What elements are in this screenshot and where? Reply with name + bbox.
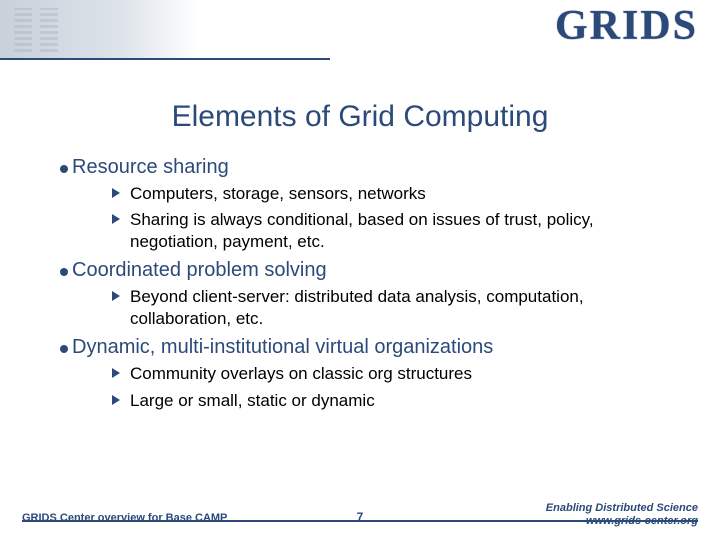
bullet-text: Coordinated problem solving bbox=[72, 259, 327, 281]
bullet-arrow-icon bbox=[112, 188, 120, 198]
bullet-lvl1: Resource sharing bbox=[72, 156, 672, 179]
bullet-lvl1: Coordinated problem solving bbox=[72, 259, 672, 282]
footer-right-line2: www.grids-center.org bbox=[586, 515, 698, 527]
subbullet-text: Sharing is always conditional, based on … bbox=[130, 210, 594, 251]
footer-right-line1: Enabling Distributed Science bbox=[546, 502, 698, 514]
subbullet-text: Large or small, static or dynamic bbox=[130, 391, 375, 410]
bullet-text: Resource sharing bbox=[72, 156, 229, 178]
bullet-lvl2: Beyond client-server: distributed data a… bbox=[112, 286, 672, 330]
bullet-dot-icon bbox=[60, 345, 68, 353]
bullet-arrow-icon bbox=[112, 291, 120, 301]
header-bg-graphic bbox=[0, 0, 200, 60]
bullet-lvl1: Dynamic, multi-institutional virtual org… bbox=[72, 336, 672, 359]
bullet-arrow-icon bbox=[112, 368, 120, 378]
bullet-dot-icon bbox=[60, 165, 68, 173]
slide: GRIDS Elements of Grid Computing Resourc… bbox=[0, 0, 720, 540]
bullet-lvl2: Computers, storage, sensors, networks bbox=[112, 183, 672, 205]
bullet-arrow-icon bbox=[112, 395, 120, 405]
subbullet-text: Computers, storage, sensors, networks bbox=[130, 184, 426, 203]
header-underline bbox=[0, 58, 330, 60]
subbullet-text: Community overlays on classic org struct… bbox=[130, 364, 472, 383]
bullet-arrow-icon bbox=[112, 214, 120, 224]
bullet-text: Dynamic, multi-institutional virtual org… bbox=[72, 336, 493, 358]
bullet-lvl2: Community overlays on classic org struct… bbox=[112, 363, 672, 385]
slide-title: Elements of Grid Computing bbox=[0, 100, 720, 134]
bullet-lvl2: Large or small, static or dynamic bbox=[112, 390, 672, 412]
header-strip: GRIDS bbox=[0, 0, 720, 60]
subbullet-text: Beyond client-server: distributed data a… bbox=[130, 287, 584, 328]
content-area: Resource sharing Computers, storage, sen… bbox=[72, 150, 672, 416]
footer-right-block: Enabling Distributed Science www.grids-c… bbox=[546, 502, 698, 528]
bullet-dot-icon bbox=[60, 268, 68, 276]
bullet-lvl2: Sharing is always conditional, based on … bbox=[112, 209, 672, 253]
logo-text: GRIDS bbox=[555, 2, 698, 50]
